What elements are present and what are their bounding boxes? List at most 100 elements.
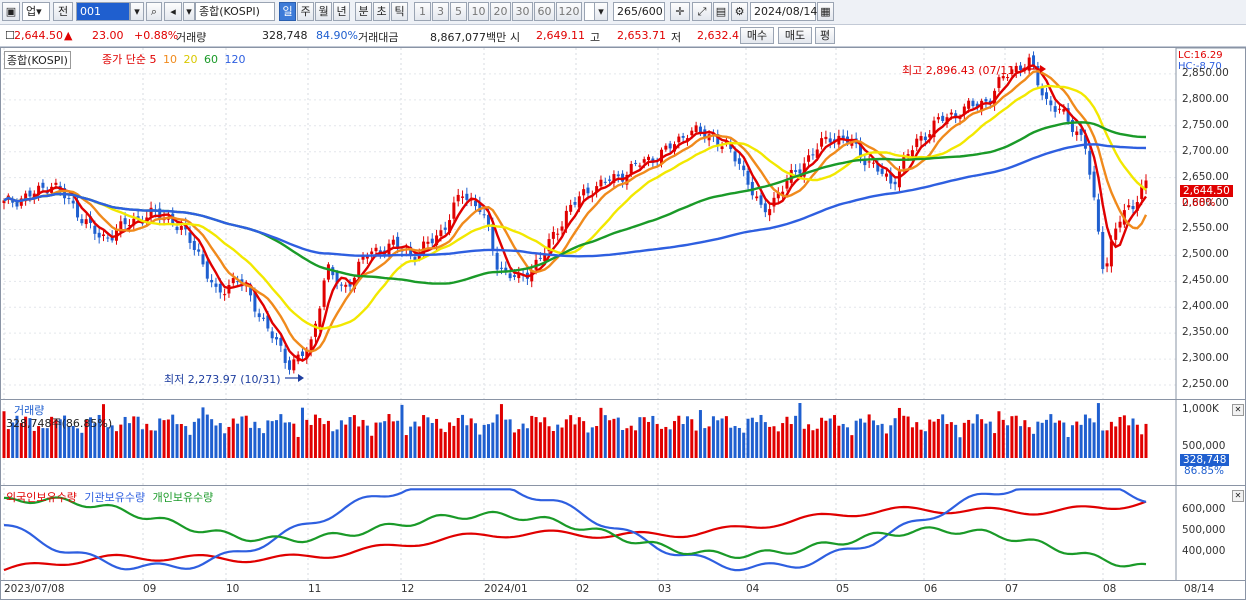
volume-bar — [508, 419, 512, 458]
volume-bar — [1006, 425, 1010, 458]
candle-body — [1027, 57, 1031, 71]
volume-bar — [577, 417, 581, 458]
price-tick-10: 2,350.00 — [1182, 326, 1229, 339]
volume-bar — [724, 416, 728, 458]
volume-bar — [746, 418, 750, 458]
candle-body — [344, 284, 348, 287]
minute-5-button[interactable]: 5 — [450, 2, 467, 21]
gear-icon[interactable]: ⚙ — [731, 2, 748, 21]
speaker-dropdown-icon[interactable]: ▾ — [183, 2, 195, 21]
cross-icon[interactable]: ✛ — [670, 2, 690, 21]
volume-bar — [980, 419, 984, 458]
volume-bar — [1092, 422, 1096, 458]
candle-body — [127, 225, 131, 227]
volume-bar — [361, 419, 365, 458]
candle-body — [266, 315, 270, 329]
period-minute-tab[interactable]: 분 — [355, 2, 372, 21]
volume-bar — [954, 424, 958, 458]
volume-bar — [84, 419, 88, 458]
minute-120-button[interactable]: 120 — [556, 2, 582, 21]
candle-body — [577, 196, 581, 208]
candle-body — [962, 106, 966, 115]
volume-bar — [504, 419, 508, 458]
price-tick-8: 2,450.00 — [1182, 274, 1229, 287]
volume-bar — [547, 426, 551, 458]
volume-bar — [1101, 430, 1105, 458]
candle-body — [275, 337, 279, 340]
candle-body — [802, 163, 806, 177]
volume-bar — [590, 427, 594, 458]
candle-body — [370, 251, 374, 255]
open-label: 시 — [510, 31, 521, 44]
volume-bar — [755, 422, 759, 458]
minute-1-button[interactable]: 1 — [414, 2, 431, 21]
candle-body — [841, 135, 845, 139]
period-week-tab[interactable]: 주 — [297, 2, 314, 21]
volume-bar — [50, 416, 54, 458]
volume-bar — [828, 418, 832, 458]
volume-bar — [750, 417, 754, 458]
volume-bar — [136, 416, 140, 458]
candle-body — [612, 174, 616, 183]
minute-dropdown-icon[interactable]: ▾ — [594, 2, 608, 21]
checkbox-icon[interactable]: ☐ — [5, 29, 15, 42]
volume-panel-close-icon[interactable]: ✕ — [1232, 404, 1244, 416]
volume-bar — [41, 428, 45, 458]
candle-body — [1118, 221, 1122, 228]
date-field[interactable]: 2024/08/14 — [750, 2, 817, 21]
candle-body — [448, 220, 452, 233]
x-label-jul: 07 — [1005, 583, 1019, 595]
candle-body — [789, 169, 793, 183]
volume-bar — [6, 429, 10, 458]
minute-3-button[interactable]: 3 — [432, 2, 449, 21]
minute-20-button[interactable]: 20 — [490, 2, 511, 21]
candle-body — [97, 232, 101, 238]
period-month-tab[interactable]: 월 — [315, 2, 332, 21]
candle-body — [288, 360, 291, 370]
period-second-tab[interactable]: 초 — [373, 2, 390, 21]
volume-bar — [720, 418, 724, 458]
candle-body — [902, 157, 906, 169]
avg-button[interactable]: 평 — [815, 27, 835, 44]
candle-body — [694, 125, 698, 132]
period-year-tab[interactable]: 년 — [333, 2, 350, 21]
volume-bar — [114, 431, 118, 458]
x-label-end: 08/14 — [1184, 583, 1215, 595]
period-tick-tab[interactable]: 틱 — [391, 2, 408, 21]
x-label-jun: 06 — [924, 583, 938, 595]
minute-10-button[interactable]: 10 — [468, 2, 489, 21]
volume-bar — [391, 421, 395, 458]
volume-bar — [772, 426, 776, 458]
candle-body — [365, 256, 369, 259]
candle-body — [794, 170, 798, 172]
calendar-icon[interactable]: ▦ — [817, 2, 834, 21]
holding-tick-600k: 600,000 — [1182, 503, 1226, 515]
volume-bar — [387, 414, 391, 458]
sell-button[interactable]: 매도 — [778, 27, 812, 44]
buy-button[interactable]: 매수 — [740, 27, 774, 44]
volume-bar — [685, 416, 689, 458]
all-button[interactable]: 전 — [53, 2, 73, 21]
minute-60-button[interactable]: 60 — [534, 2, 555, 21]
volume-current-pct: 86.85% — [1184, 465, 1225, 477]
volume-bar — [668, 429, 672, 458]
volume-bar — [101, 404, 105, 458]
window-menu-icon[interactable]: ▣ — [2, 2, 20, 21]
count-field[interactable]: 265/600 — [613, 2, 665, 21]
code-dropdown-icon[interactable]: ▾ — [130, 2, 144, 21]
holding-panel-close-icon[interactable]: ✕ — [1232, 490, 1244, 502]
code-input[interactable]: 001 — [76, 2, 130, 21]
volume-bar — [413, 421, 417, 458]
speaker-icon[interactable]: ◂ — [164, 2, 182, 21]
period-day-tab[interactable]: 일 — [279, 2, 296, 21]
candle-body — [76, 200, 80, 218]
candle-body — [681, 135, 685, 138]
draw-icon[interactable]: ⤢ — [692, 2, 712, 21]
minute-30-button[interactable]: 30 — [512, 2, 533, 21]
market-type-select[interactable]: 업▾ — [22, 2, 50, 21]
volume-bar — [491, 422, 495, 458]
save-icon[interactable]: ▤ — [713, 2, 729, 21]
current-price: 2,644.50 — [14, 29, 63, 42]
search-icon[interactable]: ⌕ — [146, 2, 162, 21]
